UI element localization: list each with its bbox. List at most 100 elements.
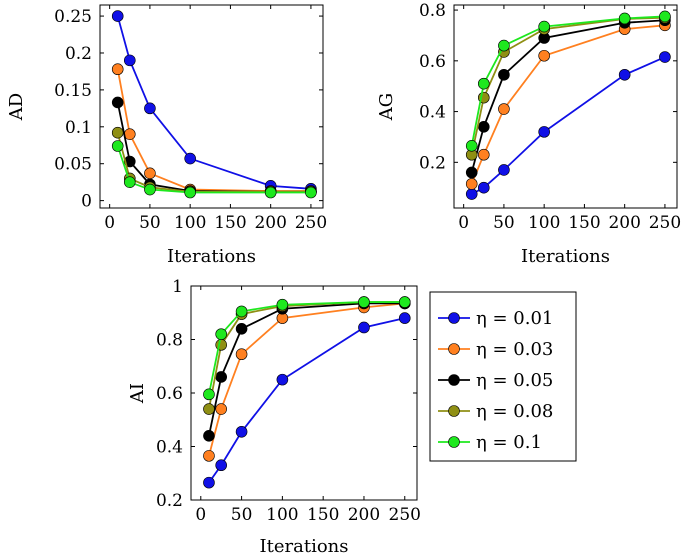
chart-ag: 0 50 100 150 200 250 0.2 0.4 0.6 0.8 Iterations AG (376, 1, 681, 267)
legend-label-s1: η = 0.01 (476, 308, 553, 329)
data-point-s2 (111, 63, 124, 76)
data-point-s1 (111, 10, 124, 22)
data-point-s3 (203, 429, 215, 442)
x-tick-label: 200 (608, 213, 640, 233)
y-axis-title: AD (6, 93, 27, 121)
y-tick-label: 0.2 (419, 153, 446, 173)
y-tick-label: 0 (81, 192, 92, 212)
y-tick-label: 0.2 (65, 44, 92, 64)
data-point-s2 (215, 403, 227, 415)
y-tick-label: 0.4 (419, 103, 446, 123)
data-point-s2 (123, 128, 136, 140)
data-point-s5 (203, 388, 215, 401)
series-line-s5 (116, 145, 311, 194)
y-tick-label: 0.6 (156, 384, 183, 404)
data-point-s5 (276, 298, 289, 311)
legend-label-s4: η = 0.08 (476, 401, 553, 422)
data-point-s5 (215, 328, 227, 340)
data-point-s2 (477, 148, 490, 161)
legend-marker-s1 (448, 312, 460, 324)
data-point-s2 (465, 178, 478, 190)
legend-marker-s5 (448, 436, 460, 448)
data-point-s1 (465, 188, 478, 200)
data-point-s5 (465, 140, 478, 152)
data-point-s1 (398, 312, 411, 324)
data-point-s5 (111, 140, 124, 152)
x-axis-title: Iterations (167, 246, 256, 267)
y-tick-label: 0.4 (156, 438, 183, 458)
data-point-s5 (618, 12, 631, 25)
x-tick-label: 100 (174, 213, 206, 233)
data-point-s5 (235, 305, 248, 318)
data-point-s4 (111, 126, 124, 139)
x-tick-label: 250 (649, 213, 681, 233)
x-tick-label: 100 (528, 213, 560, 233)
y-tick-label: 0.8 (419, 1, 446, 21)
x-tick-label: 0 (458, 213, 469, 233)
data-point-s3 (235, 322, 248, 335)
plot-frame (99, 4, 324, 209)
series-line-s4 (470, 16, 665, 155)
data-point-s1 (123, 54, 136, 67)
legend-marker-s2 (448, 343, 460, 355)
y-axis-title: AI (127, 383, 148, 404)
data-point-s1 (358, 321, 370, 334)
series-line-s3 (470, 19, 665, 173)
data-point-s1 (184, 152, 196, 165)
x-tick-label: 50 (231, 505, 253, 525)
series-line-s1 (116, 15, 311, 190)
y-tick-label: 0.8 (156, 331, 183, 351)
data-point-s1 (235, 425, 248, 438)
data-point-s5 (123, 176, 136, 188)
y-tick-label: 1 (172, 277, 183, 297)
data-point-s1 (618, 68, 631, 81)
series-line-s3 (208, 302, 405, 436)
data-point-s5 (477, 77, 490, 90)
data-point-s2 (144, 167, 156, 180)
data-point-s5 (538, 20, 550, 33)
data-point-s5 (398, 296, 411, 308)
data-point-s5 (358, 296, 370, 308)
legend-label-s2: η = 0.03 (476, 339, 553, 360)
data-point-s5 (659, 10, 671, 23)
data-point-s4 (203, 403, 215, 415)
y-tick-label: 0.2 (156, 491, 183, 511)
legend-label-s3: η = 0.05 (476, 370, 553, 391)
legend: η = 0.01 η = 0.03 η = 0.05 η = 0.08 η = 0.1 (429, 291, 577, 462)
plot-frame (453, 4, 678, 209)
data-point-s2 (498, 103, 510, 115)
data-point-s5 (498, 39, 510, 52)
series-line-s5 (208, 301, 405, 395)
data-point-s3 (477, 121, 490, 133)
x-tick-label: 150 (568, 213, 600, 233)
legend-marker-s3 (448, 374, 460, 386)
data-point-s3 (123, 155, 136, 168)
data-point-s1 (477, 181, 490, 194)
y-axis-title: AG (376, 93, 397, 121)
legend-label-s5: η = 0.1 (476, 432, 542, 453)
legend-marker-s4 (448, 405, 460, 417)
chart-ai: 0 50 100 150 200 250 0.2 0.4 0.6 0.8 1 Iterations AI (127, 277, 421, 557)
data-point-s2 (538, 49, 550, 62)
x-tick-label: 200 (348, 505, 380, 525)
y-tick-label: 0.15 (54, 81, 92, 101)
x-tick-label: 150 (307, 505, 339, 525)
data-point-s2 (203, 450, 215, 462)
series-line-s5 (470, 15, 665, 147)
data-point-s5 (264, 186, 277, 199)
series-line-s2 (208, 302, 405, 457)
y-tick-label: 0.1 (65, 118, 92, 138)
x-tick-label: 0 (104, 213, 115, 233)
data-point-s1 (144, 102, 156, 115)
series-line-s1 (208, 317, 405, 484)
data-point-s3 (215, 371, 227, 383)
data-point-s5 (184, 186, 196, 199)
legend-box (429, 291, 577, 462)
data-point-s5 (305, 186, 317, 199)
data-point-s1 (203, 476, 215, 489)
data-point-s3 (111, 96, 124, 109)
data-point-s2 (235, 348, 248, 361)
chart-ad: 0 50 100 150 200 250 0 0.05 0.1 0.15 0.2 0.25 Iterat… (6, 4, 327, 267)
x-axis-title: Iterations (260, 536, 349, 557)
data-point-s1 (538, 126, 550, 138)
